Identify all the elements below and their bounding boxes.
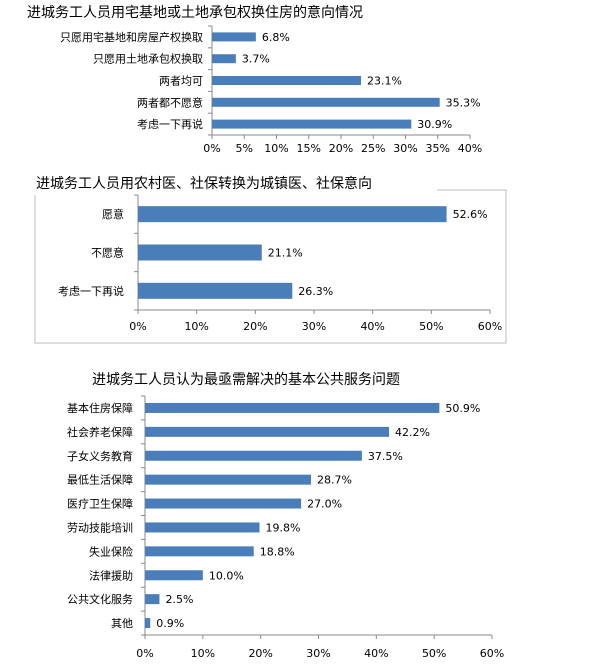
x-tick-label: 20% — [243, 320, 267, 333]
category-label: 基本住房保障 — [67, 401, 133, 415]
category-label: 两者都不愿意 — [137, 95, 203, 109]
data-label: 3.7% — [242, 53, 270, 66]
category-label: 子女义务教育 — [67, 449, 133, 463]
x-tick-label: 60% — [480, 647, 504, 660]
x-tick-label: 20% — [248, 647, 272, 660]
x-tick-labels: 0% 5% 10% 15% 20% 25% 30% 35% 40% — [203, 135, 482, 155]
bar — [145, 594, 160, 605]
category-label: 最低生活保障 — [67, 473, 133, 487]
data-label: 52.6% — [453, 208, 488, 221]
x-tick-label: 50% — [419, 320, 443, 333]
bar — [145, 546, 254, 557]
x-tick-label: 0% — [136, 647, 153, 660]
category-label: 医疗卫生保障 — [67, 497, 133, 511]
category-label: 只愿用宅基地和房屋产权换取 — [60, 30, 203, 44]
x-tick-label: 10% — [191, 647, 215, 660]
category-label: 愿意 — [102, 207, 124, 221]
x-tick-labels: 0% 10% 20% 30% 40% 50% 60% — [129, 310, 502, 333]
data-label: 27.0% — [307, 498, 342, 511]
x-tick-label: 25% — [361, 142, 385, 155]
x-tick-label: 5% — [236, 142, 253, 155]
category-label: 两者均可 — [159, 75, 203, 88]
category-label: 失业保险 — [89, 544, 133, 558]
data-label: 18.8% — [260, 545, 295, 558]
x-tick-label: 40% — [364, 647, 388, 660]
bar — [212, 97, 440, 107]
bar — [145, 618, 151, 629]
chart-public-services: 进城务工人员认为最亟需解决的基本公共服务问题 基本住房保障社会养老保障子女义务教… — [67, 371, 504, 660]
data-label: 0.9% — [156, 617, 184, 630]
bar — [145, 570, 203, 581]
bar — [145, 474, 311, 485]
bar — [138, 282, 293, 299]
bar — [145, 426, 390, 437]
bar — [212, 119, 412, 129]
category-label: 只愿用土地承包权换取 — [93, 52, 203, 66]
data-label: 23.1% — [367, 75, 402, 88]
x-tick-label: 10% — [264, 142, 288, 155]
bar — [145, 402, 440, 413]
x-tick-label: 10% — [184, 320, 208, 333]
bar — [138, 244, 262, 261]
x-tick-label: 30% — [393, 142, 417, 155]
bar-series — [212, 32, 440, 129]
category-label: 社会养老保障 — [67, 425, 133, 439]
chart-title: 进城务工人员用农村医、社保转换为城镇医、社保意向 — [36, 175, 372, 192]
x-tick-label: 40% — [458, 142, 482, 155]
value-labels: 52.6% 21.1% 26.3% — [268, 208, 488, 298]
data-label: 10.0% — [209, 569, 244, 582]
category-label: 不愿意 — [91, 246, 124, 260]
chart-homestead-exchange: 进城务工人员用宅基地或土地承包权换住房的意向情况 只愿用宅基地和房屋产权换取只愿… — [27, 4, 482, 155]
bar-series — [138, 206, 447, 299]
data-label: 19.8% — [266, 521, 301, 534]
data-label: 37.5% — [368, 450, 403, 463]
x-tick-label: 40% — [360, 320, 384, 333]
data-label: 30.9% — [417, 118, 452, 131]
x-tick-labels: 0% 10% 20% 30% 40% 50% 60% — [136, 635, 504, 660]
x-tick-label: 30% — [306, 647, 330, 660]
data-label: 50.9% — [445, 402, 480, 415]
data-label: 42.2% — [395, 426, 430, 439]
x-tick-label: 60% — [478, 320, 502, 333]
title-background — [27, 173, 437, 195]
chart-title: 进城务工人员用宅基地或土地承包权换住房的意向情况 — [27, 4, 363, 21]
category-label: 劳动技能培训 — [67, 520, 133, 534]
category-label: 公共文化服务 — [67, 592, 133, 606]
bar — [212, 54, 236, 64]
value-labels: 50.9% 42.2% 37.5% 28.7% 27.0% 19.8% 18.8% 10.0%… — [156, 402, 480, 630]
data-label: 35.3% — [446, 96, 481, 109]
data-label: 28.7% — [317, 474, 352, 487]
x-tick-label: 35% — [426, 142, 450, 155]
bar — [145, 450, 362, 461]
data-label: 2.5% — [165, 593, 193, 606]
x-tick-label: 15% — [297, 142, 321, 155]
x-tick-label: 0% — [203, 142, 220, 155]
chart-title: 进城务工人员认为最亟需解决的基本公共服务问题 — [92, 371, 400, 388]
bar — [145, 522, 260, 533]
bar — [138, 206, 447, 223]
category-label: 其他 — [111, 617, 133, 630]
value-labels: 6.8% 3.7% 23.1% 35.3% 30.9% — [242, 31, 481, 131]
category-label: 法律援助 — [89, 568, 133, 582]
x-tick-label: 0% — [129, 320, 146, 333]
data-label: 6.8% — [262, 31, 290, 44]
x-tick-label: 20% — [329, 142, 353, 155]
bar-series — [145, 402, 440, 629]
bar — [145, 498, 302, 509]
x-tick-label: 50% — [422, 647, 446, 660]
category-label: 考虑一下再说 — [58, 284, 124, 298]
bar — [212, 76, 361, 85]
data-label: 26.3% — [298, 285, 333, 298]
data-label: 21.1% — [268, 247, 303, 260]
x-tick-label: 30% — [302, 320, 326, 333]
category-label: 考虑一下再说 — [137, 117, 203, 131]
bar — [212, 32, 256, 42]
category-labels: 基本住房保障社会养老保障子女义务教育最低生活保障医疗卫生保障劳动技能培训失业保险… — [67, 395, 145, 636]
